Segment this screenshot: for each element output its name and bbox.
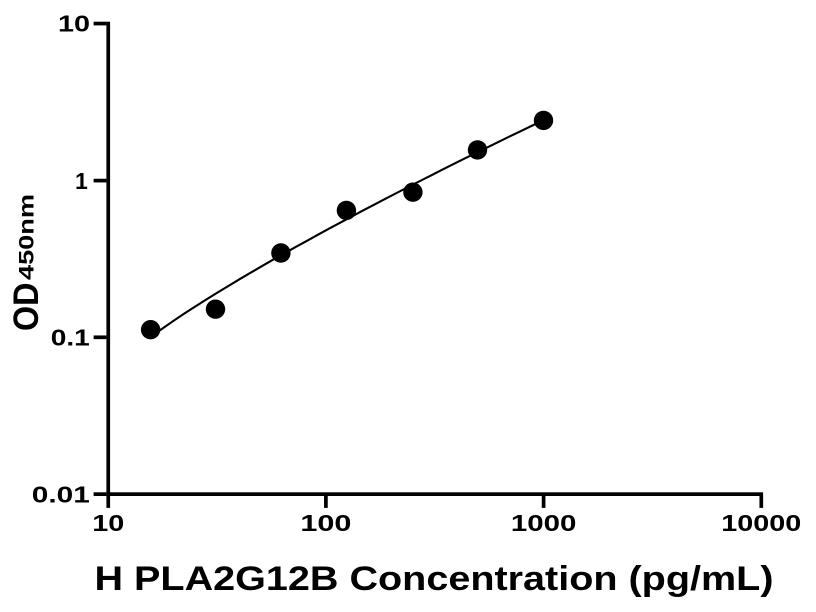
svg-text:10000: 10000	[721, 510, 801, 536]
svg-text:100: 100	[300, 510, 351, 536]
svg-text:1000: 1000	[511, 510, 577, 536]
svg-text:OD450nm: OD450nm	[7, 194, 46, 331]
svg-text:10: 10	[92, 510, 124, 536]
svg-text:H PLA2G12B Concentration (pg/m: H PLA2G12B Concentration (pg/mL)	[95, 560, 774, 598]
svg-text:1: 1	[75, 168, 88, 194]
svg-text:10: 10	[58, 11, 90, 37]
svg-text:0.01: 0.01	[32, 481, 90, 507]
svg-text:0.1: 0.1	[51, 324, 90, 350]
